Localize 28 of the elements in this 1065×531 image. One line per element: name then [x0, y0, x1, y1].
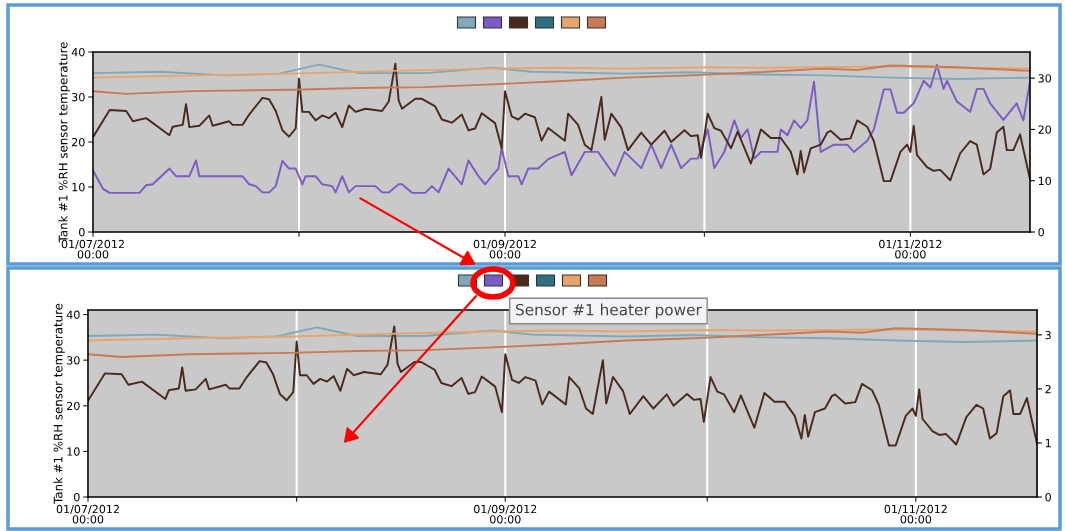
y-tick-label: 0 [74, 492, 80, 502]
y-tick-label: 10 [72, 182, 85, 192]
y-tick-label: 40 [66, 310, 80, 319]
line-series [93, 64, 1030, 95]
y-axis-title: Tank #1 %RH sensor temperature [53, 303, 65, 504]
y-tick-label: 40 [71, 47, 85, 57]
y2-tick-label: 3 [1045, 330, 1051, 340]
annotation: Sensor #1 heater power [516, 303, 702, 319]
x-tick-label: 01/07/2012 00:00 [56, 504, 119, 524]
y-tick-label: 20 [72, 137, 85, 147]
y2-tick-label: 0 [1038, 227, 1044, 237]
y2-tick-label: 1 [1045, 439, 1051, 448]
y-tick-label: 30 [67, 356, 80, 365]
y2-tick-label: 10 [1038, 176, 1052, 186]
x-tick-label: 01/11/2012 00:00 [879, 239, 942, 259]
line-series [88, 327, 1037, 358]
y-tick-label: 30 [72, 92, 85, 102]
y2-tick-label: 0 [1045, 492, 1051, 502]
y-tick-label: 20 [67, 401, 80, 411]
x-tick-label: 01/09/2012 00:00 [473, 239, 536, 259]
line-series [88, 325, 1037, 447]
y2-tick-label: 30 [1038, 74, 1052, 83]
x-tick-label: 01/09/2012 00:00 [474, 504, 537, 524]
y-tick-label: 10 [67, 447, 80, 456]
y2-tick-label: 20 [1038, 125, 1052, 134]
x-tick-label: 01/11/2012 00:00 [884, 504, 947, 524]
y-tick-label: 0 [79, 227, 85, 237]
y2-tick-label: 2 [1045, 384, 1051, 394]
